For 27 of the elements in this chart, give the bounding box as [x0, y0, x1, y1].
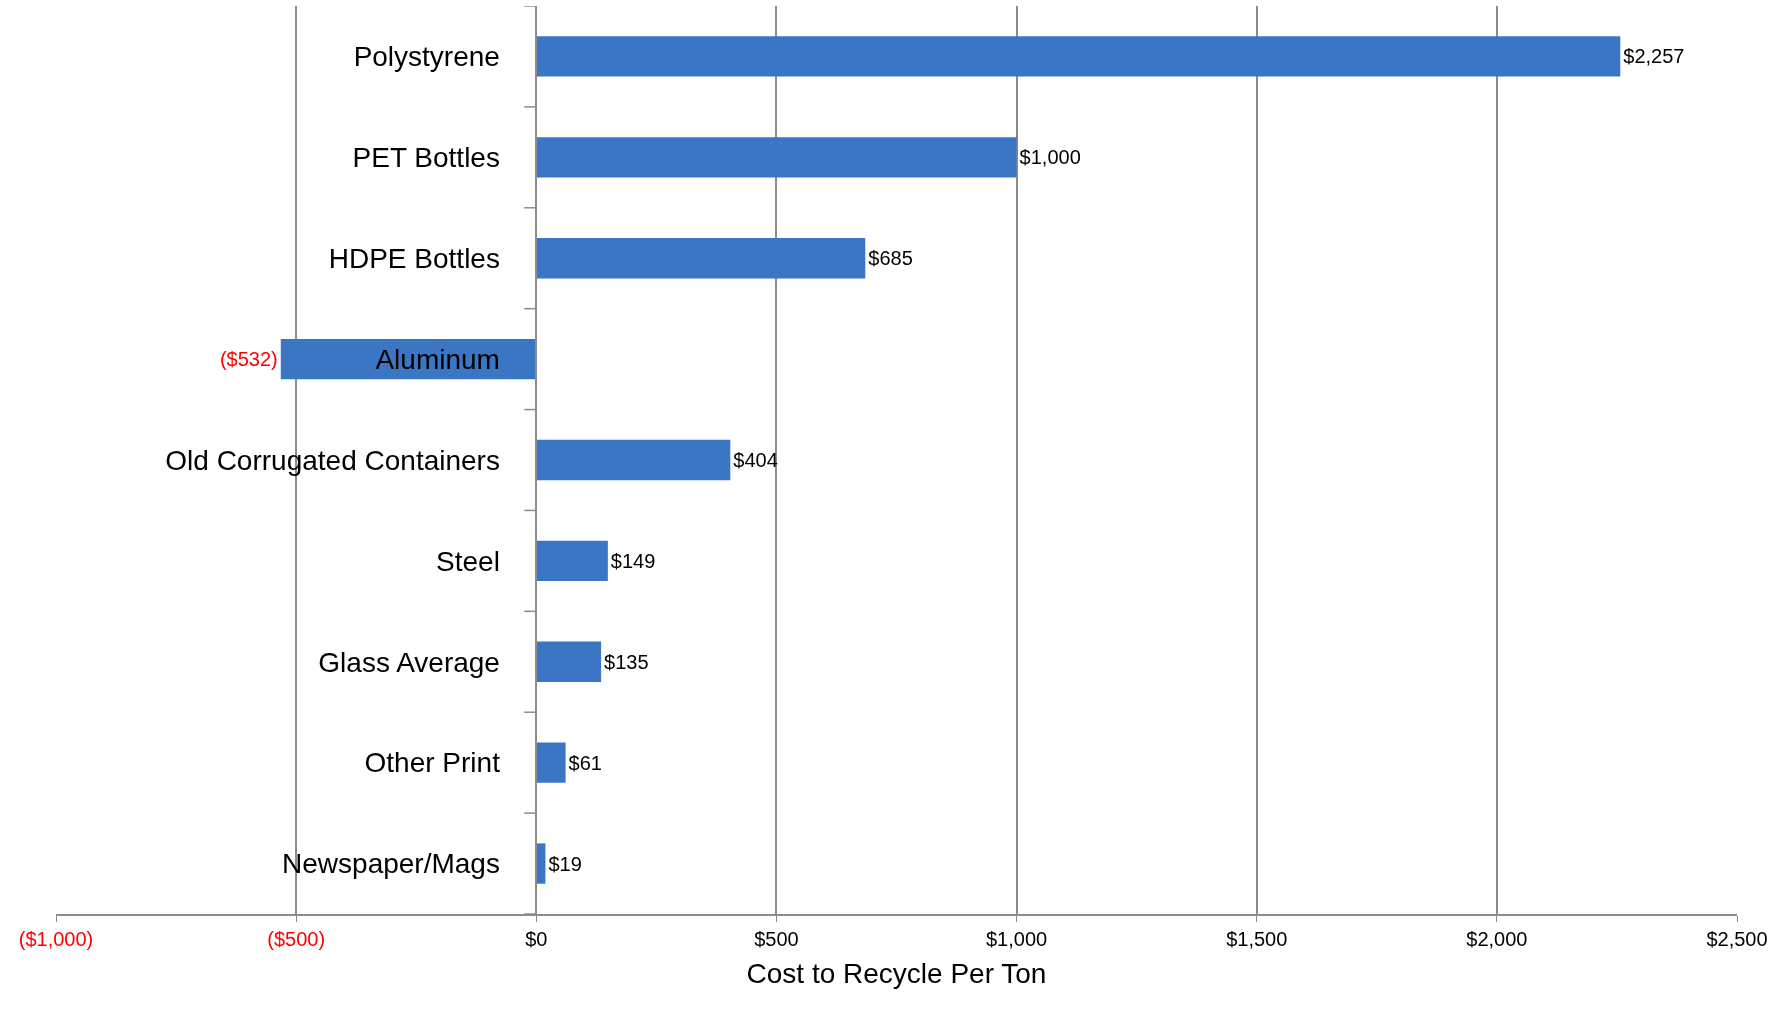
- y-tick-label: Polystyrene: [353, 41, 500, 73]
- data-label: $19: [548, 852, 582, 875]
- data-label: $404: [733, 449, 778, 471]
- y-tick-label: Steel: [436, 545, 500, 577]
- y-tick-label: HDPE Bottles: [328, 243, 500, 275]
- x-tick-label: $1,000: [985, 927, 1048, 950]
- y-tick-label: Aluminum: [375, 343, 500, 375]
- data-label: $2,257: [1623, 45, 1685, 68]
- y-tick-label: Glass Average: [318, 646, 500, 678]
- x-tick-label: ($500): [267, 927, 326, 950]
- x-tick-label: ($1,000): [18, 927, 94, 950]
- data-label: ($532): [219, 348, 278, 371]
- y-tick-label: Other Print: [364, 747, 501, 779]
- x-tick-label: $2,500: [1706, 927, 1768, 950]
- data-label: $1,000: [1019, 146, 1081, 169]
- x-tick-label: $500: [754, 927, 799, 950]
- x-tick-label: $2,000: [1466, 927, 1528, 950]
- data-label: $61: [568, 751, 602, 774]
- data-label: $149: [610, 549, 656, 572]
- y-tick-label: Newspaper/Mags: [282, 848, 500, 880]
- x-tick-label: $0: [525, 927, 548, 950]
- data-label: $135: [604, 650, 649, 673]
- x-tick-label: $1,500: [1226, 927, 1288, 950]
- data-label: $685: [868, 247, 913, 270]
- y-tick-label: PET Bottles: [352, 142, 500, 174]
- x-axis-title: Cost to Recycle Per Ton: [746, 958, 1047, 990]
- y-tick-label: Old Corrugated Containers: [165, 444, 500, 476]
